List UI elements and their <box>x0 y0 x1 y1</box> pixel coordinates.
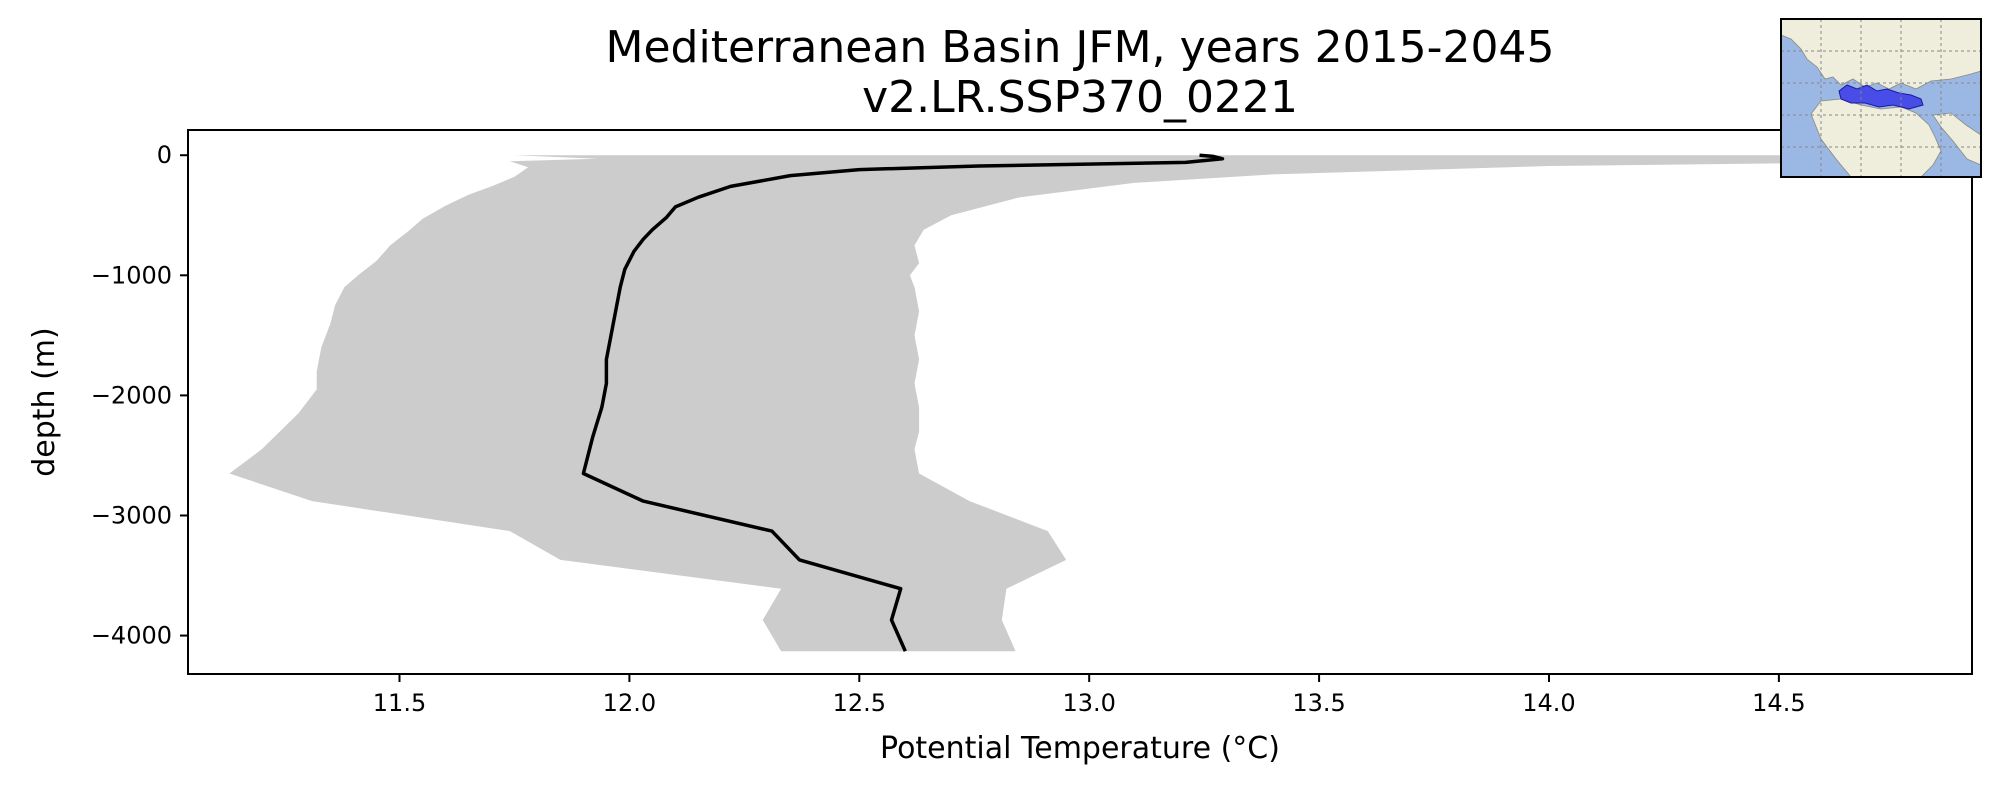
x-tick-label: 14.0 <box>1522 689 1575 717</box>
inset-map <box>1780 18 1982 178</box>
range-band-layer <box>229 155 1972 652</box>
y-tick-label: −4000 <box>91 622 172 650</box>
x-tick-label: 11.5 <box>373 689 426 717</box>
x-tick-label: 13.0 <box>1062 689 1115 717</box>
y-tick-label: −1000 <box>91 261 172 289</box>
map-gridlines <box>1781 19 1981 177</box>
y-axis-ticks: 0 −1000 −2000 −3000 −4000 <box>91 141 188 650</box>
plot-frame <box>187 129 1973 675</box>
x-tick-label: 12.5 <box>833 689 886 717</box>
chart-title-line-1: Mediterranean Basin JFM, years 2015-2045 <box>606 22 1555 73</box>
profile-line-layer <box>581 153 1225 652</box>
x-tick-label: 14.5 <box>1752 689 1805 717</box>
y-tick-label: 0 <box>157 141 172 169</box>
chart-title-line-2: v2.LR.SSP370_0221 <box>862 72 1298 123</box>
map-frame <box>1780 18 1982 178</box>
y-tick-label: −2000 <box>91 381 172 409</box>
y-tick-label: −3000 <box>91 501 172 529</box>
x-axis-label: Potential Temperature (°C) <box>880 731 1280 766</box>
x-tick-label: 12.0 <box>603 689 656 717</box>
x-axis-ticks: 11.5 12.0 12.5 13.0 13.5 14.0 14.5 <box>373 674 1806 717</box>
x-tick-label: 13.5 <box>1292 689 1345 717</box>
map-mediterranean-region <box>1838 84 1924 110</box>
profile-line-0 <box>581 153 1225 652</box>
y-axis-label: depth (m) <box>27 327 62 477</box>
range-band <box>229 155 1972 652</box>
